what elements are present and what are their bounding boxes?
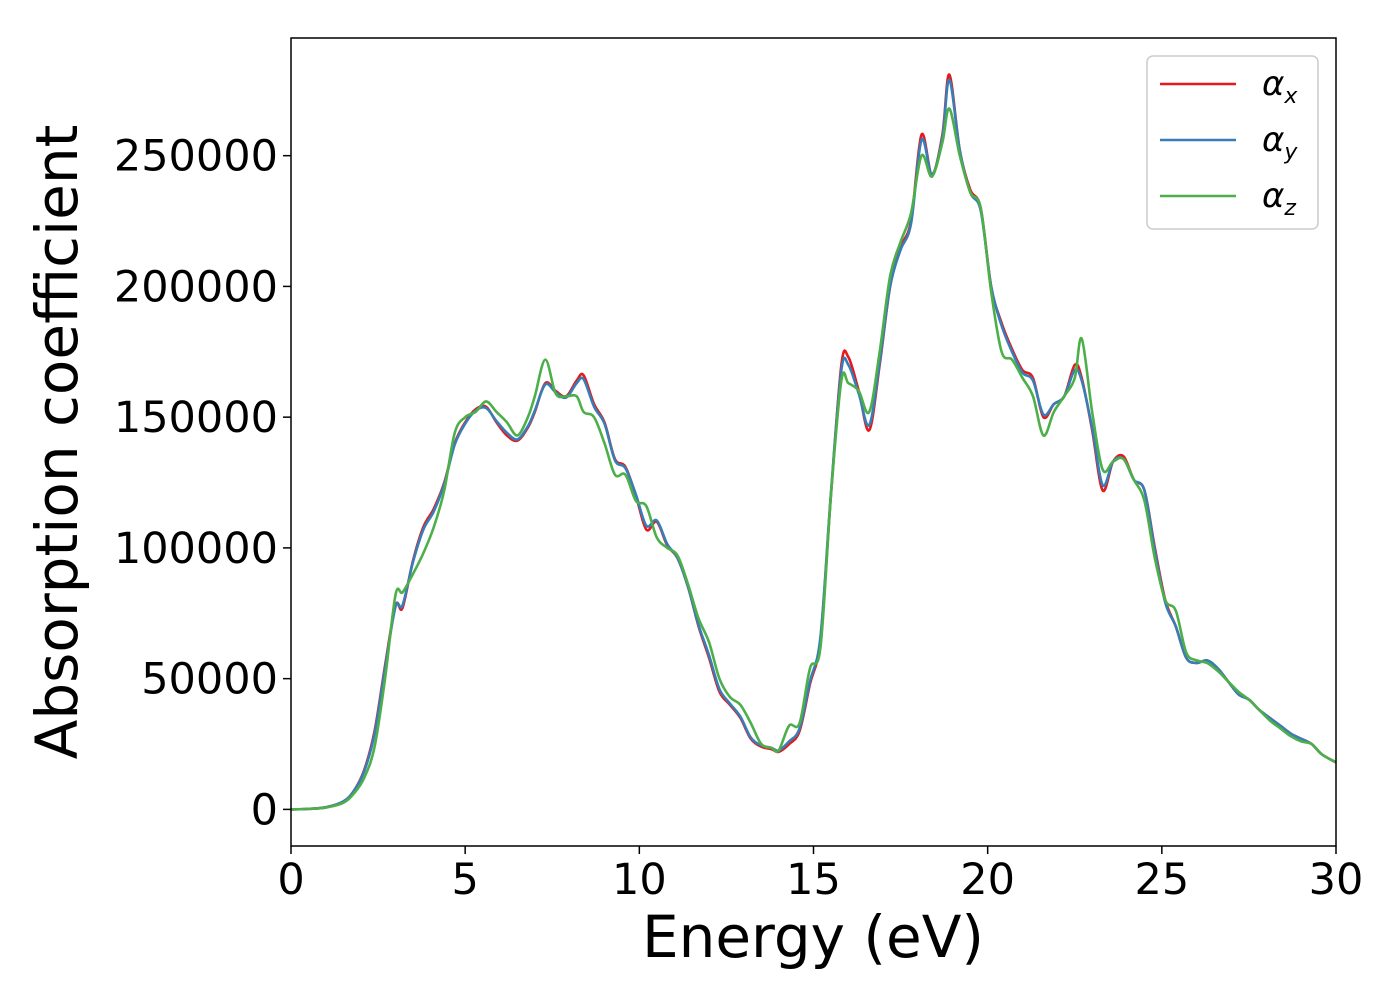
x-tick-label: 10 — [612, 855, 667, 905]
y-tick-label: 0 — [251, 785, 278, 835]
legend-label: αy — [1262, 120, 1298, 165]
y-axis-label: Absorption coefficient — [23, 125, 91, 760]
y-tick-label: 200000 — [114, 262, 278, 312]
x-axis-ticks: 0 5 10 15 20 25 30 — [277, 846, 1363, 905]
legend-label: αz — [1262, 176, 1296, 221]
x-axis-label: Energy (eV) — [642, 903, 984, 971]
x-tick-label: 0 — [277, 855, 304, 905]
y-tick-label: 100000 — [114, 524, 278, 574]
series-layer — [290, 73, 1337, 811]
y-tick-label: 250000 — [114, 132, 278, 182]
y-tick-label: 150000 — [114, 393, 278, 443]
x-tick-label: 30 — [1309, 855, 1364, 905]
x-tick-label: 25 — [1134, 855, 1189, 905]
legend-box — [1146, 55, 1319, 230]
x-tick-label: 5 — [451, 855, 478, 905]
x-tick-label: 20 — [960, 855, 1015, 905]
x-tick-label: 15 — [786, 855, 841, 905]
legend: αx αy αz — [1146, 55, 1319, 230]
legend-label: αx — [1262, 64, 1298, 109]
y-tick-label: 50000 — [141, 655, 278, 705]
y-axis-ticks: 0 50000 100000 150000 200000 250000 — [114, 132, 291, 835]
series-line-alpha-z — [290, 107, 1337, 811]
